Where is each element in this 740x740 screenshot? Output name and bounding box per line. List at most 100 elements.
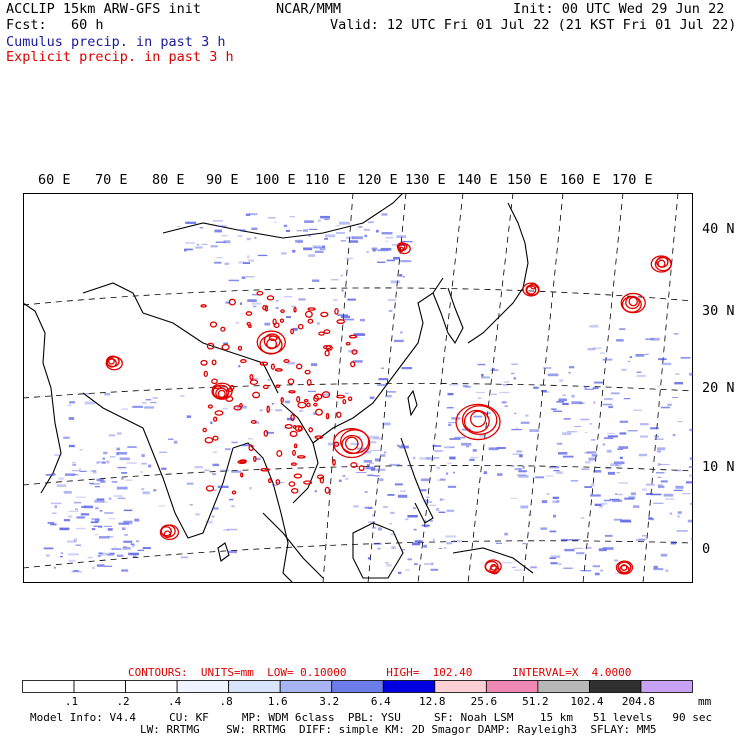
explicit-cell (253, 455, 257, 462)
explicit-cell (233, 405, 242, 411)
cumulus-cell (448, 384, 459, 386)
explicit-cell (290, 413, 295, 422)
lon-label: 140 E (457, 172, 498, 188)
cumulus-cell (653, 565, 658, 569)
explicit-cell (200, 304, 207, 308)
cumulus-cell (675, 485, 684, 489)
cumulus-cell (423, 519, 427, 521)
cumulus-cell (636, 538, 645, 541)
color-scale: .1 .2 .4 .8 1.6 3.2 6.4 12.8 25.6 51.2 102.4 204.8 (22, 680, 693, 708)
cumulus-cell (657, 484, 663, 487)
cumulus-cell (462, 385, 469, 388)
cumulus-cell (216, 225, 227, 227)
scale-tick-label: 102.4 (570, 695, 603, 708)
explicit-contour (530, 282, 537, 290)
cumulus-cell (119, 457, 130, 461)
cumulus-cell (89, 482, 94, 484)
scale-tick-label: 6.4 (371, 695, 391, 708)
cumulus-cell (610, 463, 619, 467)
cumulus-cell (376, 468, 386, 472)
cumulus-cell (116, 554, 124, 557)
cumulus-cell (599, 352, 606, 354)
cumulus-cell (342, 475, 346, 477)
scale-tick-label: 12.8 (419, 695, 446, 708)
cumulus-cell (381, 232, 393, 235)
cumulus-cell (645, 353, 649, 355)
cumulus-cell (390, 511, 395, 514)
cumulus-cell (657, 385, 660, 387)
cumulus-cell (298, 298, 306, 301)
cumulus-cell (73, 538, 77, 542)
cumulus-cell (540, 527, 548, 530)
explicit-contour (398, 246, 404, 253)
cumulus-cell (223, 342, 229, 346)
coast-srilanka (217, 542, 230, 562)
cumulus-cell (504, 405, 508, 407)
cumulus-cell (238, 229, 246, 231)
cumulus-cell (94, 518, 100, 522)
explicit-cell (202, 427, 207, 433)
explicit-cell (212, 385, 222, 390)
cumulus-cell (219, 469, 230, 472)
cumulus-cell (413, 528, 417, 531)
explicit-cell (200, 359, 208, 366)
cumulus-cell (99, 510, 103, 512)
cumulus-cell (553, 470, 560, 472)
cumulus-cell (215, 241, 226, 243)
cumulus-cell (109, 456, 116, 458)
cumulus-cell (590, 483, 595, 487)
cumulus-cell (168, 438, 174, 440)
cumulus-cell (321, 245, 325, 248)
cumulus-cell (135, 540, 139, 543)
cumulus-cell (223, 240, 231, 244)
explicit-cell (290, 328, 295, 335)
cumulus-cell (658, 358, 667, 361)
cumulus-cell (63, 436, 70, 439)
scale-swatch (537, 680, 590, 693)
cumulus-cell (636, 374, 646, 378)
cumulus-cell (566, 431, 578, 433)
cumulus-cell (613, 461, 625, 465)
cumulus-cell (121, 408, 129, 410)
explicit-cell (336, 319, 346, 325)
explicit-cell (262, 384, 269, 390)
cumulus-cell (297, 241, 303, 243)
cumulus-cell (299, 409, 304, 412)
explicit-cell (240, 472, 244, 478)
cumulus-cell (541, 390, 547, 393)
cumulus-cell (128, 552, 139, 556)
cumulus-cell (109, 552, 115, 555)
cumulus-cell (657, 450, 661, 453)
cumulus-cell (389, 463, 401, 466)
explicit-contour (263, 333, 281, 349)
explicit-cell (297, 426, 303, 431)
cumulus-cell (251, 302, 262, 305)
cumulus-cell (71, 461, 76, 464)
cumulus-cell (141, 462, 147, 465)
explicit-cell (347, 396, 353, 402)
cumulus-cell (678, 421, 683, 423)
cumulus-cell (231, 441, 238, 444)
coast-arabia (23, 302, 62, 494)
cumulus-cell (447, 462, 452, 464)
cumulus-cell (367, 557, 371, 560)
cumulus-cell (448, 422, 456, 424)
explicit-cell (290, 462, 297, 466)
explicit-cell (211, 378, 218, 385)
cumulus-cell (516, 473, 526, 476)
scale-tick-label: 1.6 (268, 695, 288, 708)
cumulus-cell (240, 230, 245, 232)
cumulus-cell (550, 555, 561, 558)
cumulus-cell (173, 440, 178, 444)
cumulus-cell (373, 542, 382, 545)
explicit-cell (324, 350, 330, 357)
cumulus-cell (605, 468, 611, 470)
cumulus-cell (275, 307, 279, 309)
cumulus-cell (423, 544, 427, 548)
cumulus-cell (68, 559, 76, 562)
cumulus-cell (137, 549, 145, 552)
cumulus-cell (292, 327, 298, 331)
scale-tick-label: .1 (65, 695, 78, 708)
cumulus-precip (43, 213, 693, 576)
cumulus-cell (405, 569, 410, 571)
